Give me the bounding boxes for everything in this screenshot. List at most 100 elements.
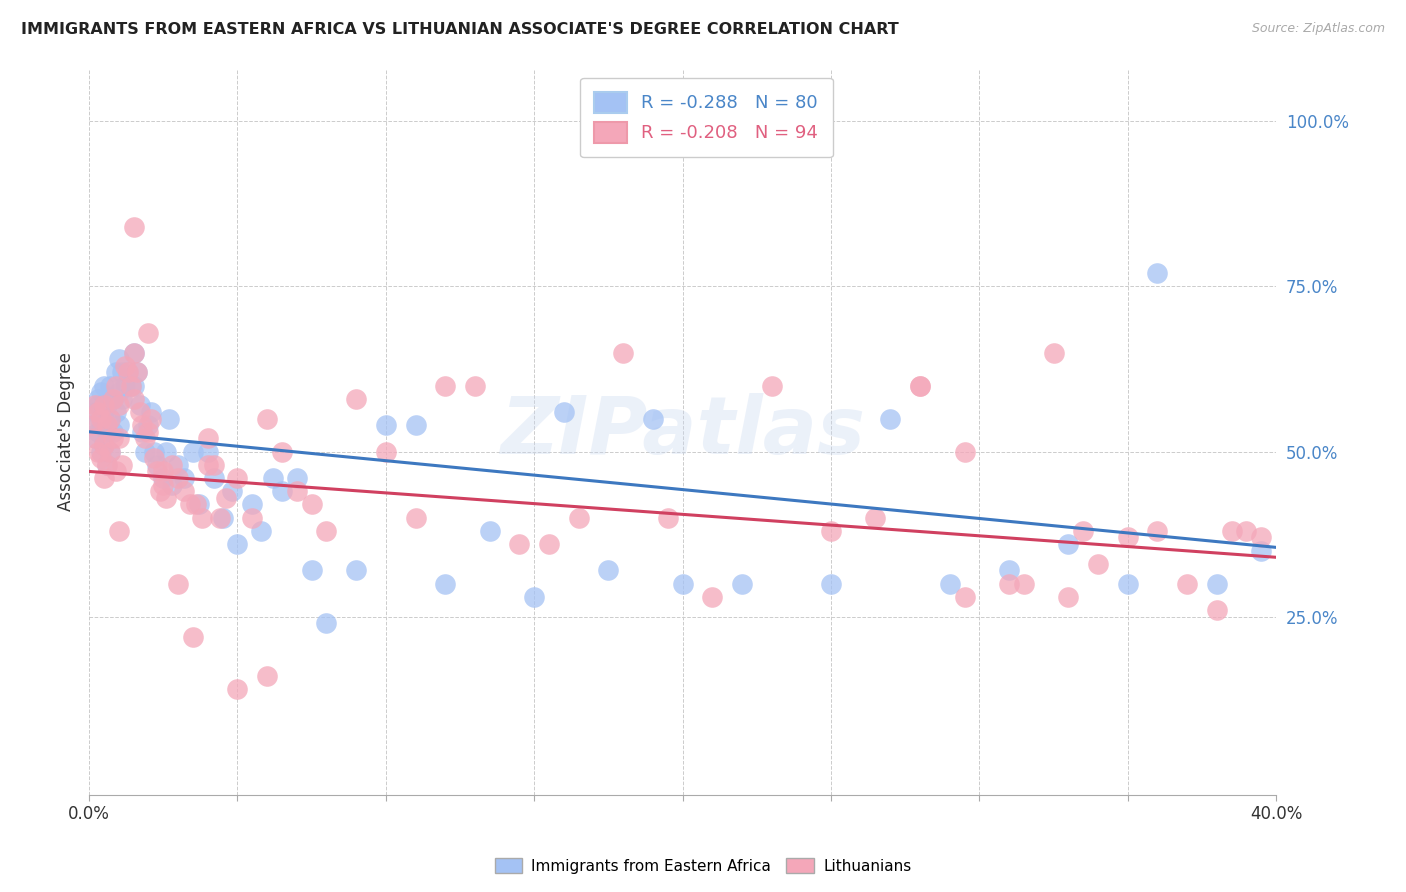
Point (122, 220, 145, 235)
Point (155, 444, 177, 458)
Point (111, 365, 134, 379)
Point (84, 431, 107, 445)
Point (405, 418, 427, 433)
Point (523, 590, 546, 604)
Point (285, 484, 308, 499)
Point (90, 385, 112, 400)
Point (508, 537, 530, 551)
Point (143, 451, 166, 466)
Point (568, 510, 591, 524)
Point (134, 444, 156, 458)
Point (93, 471, 115, 485)
Point (84, 405, 107, 419)
Point (87, 392, 110, 406)
Point (256, 411, 278, 425)
Point (122, 378, 145, 392)
Point (865, 510, 887, 524)
Point (167, 576, 190, 591)
Point (101, 392, 124, 406)
Point (93, 378, 115, 392)
Point (149, 484, 172, 499)
Point (537, 537, 560, 551)
Point (101, 392, 124, 406)
Point (131, 418, 153, 433)
Point (1236, 524, 1258, 538)
Point (240, 498, 263, 512)
Point (167, 471, 190, 485)
Text: IMMIGRANTS FROM EASTERN AFRICA VS LITHUANIAN ASSOCIATE'S DEGREE CORRELATION CHAR: IMMIGRANTS FROM EASTERN AFRICA VS LITHUA… (21, 22, 898, 37)
Point (226, 471, 249, 485)
Point (1087, 557, 1109, 571)
Point (598, 564, 620, 578)
Point (953, 590, 976, 604)
Point (122, 345, 145, 359)
Point (202, 458, 225, 472)
Point (179, 498, 201, 512)
Point (405, 510, 427, 524)
Point (208, 510, 231, 524)
Point (285, 471, 308, 485)
Point (98, 411, 121, 425)
Point (1042, 345, 1064, 359)
Point (271, 484, 294, 499)
Point (998, 564, 1021, 578)
Point (315, 524, 337, 538)
Point (211, 510, 233, 524)
Point (93, 438, 115, 452)
Point (134, 431, 156, 445)
Point (107, 431, 129, 445)
Point (146, 464, 169, 478)
Point (90, 418, 112, 433)
Point (197, 458, 219, 472)
Point (953, 444, 976, 458)
Point (107, 352, 129, 367)
Point (1220, 524, 1243, 538)
Point (84, 398, 107, 412)
Point (908, 378, 931, 392)
Point (344, 392, 367, 406)
Point (908, 378, 931, 392)
Point (107, 524, 129, 538)
Point (96, 418, 118, 433)
Point (181, 444, 204, 458)
Point (80, 418, 103, 433)
Point (301, 564, 323, 578)
Point (157, 411, 180, 425)
Point (187, 498, 209, 512)
Point (1146, 266, 1168, 280)
Point (240, 510, 263, 524)
Point (96, 458, 118, 472)
Point (141, 405, 163, 419)
Point (197, 431, 219, 445)
Point (93, 438, 115, 452)
Point (1057, 590, 1080, 604)
Point (146, 458, 169, 472)
Point (250, 524, 273, 538)
Point (125, 365, 148, 379)
Point (90, 451, 112, 466)
Point (122, 345, 145, 359)
Point (111, 392, 134, 406)
Point (96, 458, 118, 472)
Point (138, 425, 160, 439)
Point (101, 425, 124, 439)
Point (87, 444, 110, 458)
Point (214, 491, 236, 505)
Point (101, 431, 124, 445)
Point (1116, 531, 1139, 545)
Point (1250, 543, 1272, 558)
Point (262, 471, 284, 485)
Point (641, 411, 664, 425)
Point (702, 590, 724, 604)
Text: Source: ZipAtlas.com: Source: ZipAtlas.com (1251, 22, 1385, 36)
Point (90, 411, 112, 425)
Point (131, 425, 153, 439)
Legend: Immigrants from Eastern Africa, Lithuanians: Immigrants from Eastern Africa, Lithuani… (488, 852, 918, 880)
Point (1205, 603, 1227, 617)
Point (1012, 576, 1035, 591)
Point (301, 498, 323, 512)
Point (98, 444, 121, 458)
Point (152, 464, 174, 478)
Point (1205, 576, 1227, 591)
Point (160, 477, 183, 491)
